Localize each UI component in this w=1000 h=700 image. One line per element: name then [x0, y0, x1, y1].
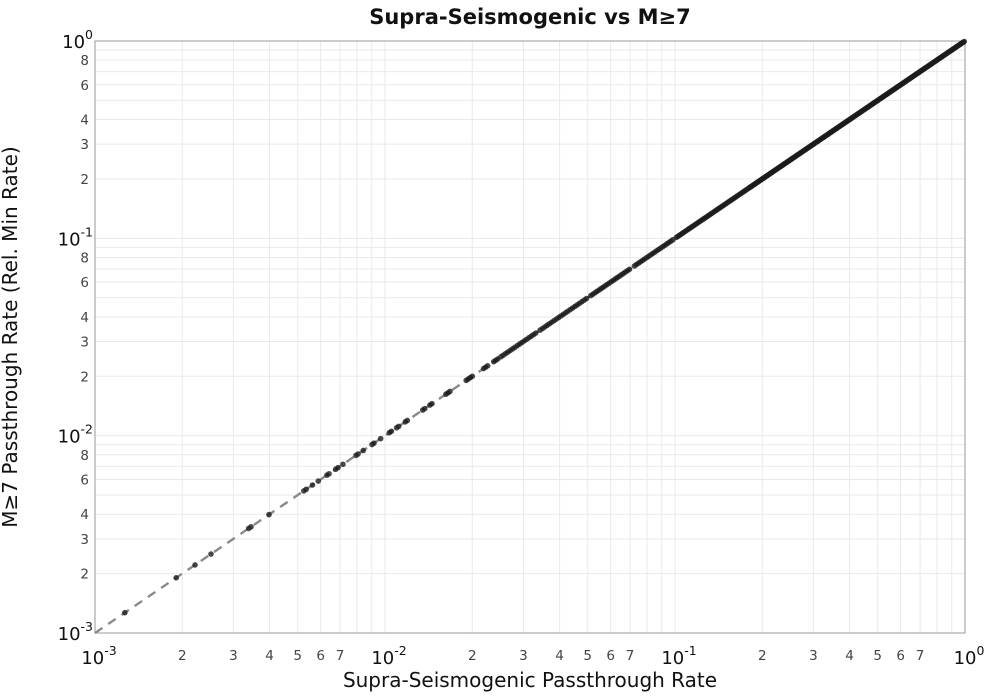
y-axis-title: M≥7 Passthrough Rate (Rel. Min Rate)	[0, 146, 22, 527]
x-minor-tick-label: 7	[626, 648, 635, 664]
data-point	[421, 405, 428, 412]
x-minor-tick-label: 4	[845, 648, 854, 664]
x-minor-tick-label: 2	[758, 648, 767, 664]
data-point	[484, 363, 491, 369]
data-point	[447, 388, 453, 395]
data-point	[583, 295, 590, 302]
chart-title: Supra-Seismogenic vs M≥7	[369, 5, 691, 29]
x-minor-tick-label: 5	[293, 648, 302, 664]
data-point	[173, 574, 179, 581]
x-minor-tick-label: 4	[555, 648, 564, 664]
x-minor-tick-label: 5	[583, 648, 592, 664]
data-point	[248, 524, 254, 530]
x-minor-tick-label: 4	[265, 648, 274, 664]
data-point	[469, 373, 476, 380]
data-point	[533, 330, 539, 336]
x-minor-tick-label: 6	[316, 648, 325, 664]
scatter-points	[122, 38, 968, 616]
data-point	[340, 461, 346, 468]
y-major-tick-label: 10-2	[58, 422, 93, 448]
y-minor-tick-label: 4	[80, 113, 89, 129]
data-point	[371, 440, 377, 446]
y-minor-tick-label: 6	[80, 275, 89, 291]
y-minor-tick-label: 8	[80, 448, 89, 464]
data-point	[429, 400, 435, 407]
y-minor-tick-label: 2	[80, 567, 89, 583]
data-point	[360, 447, 367, 454]
data-point	[315, 478, 322, 484]
data-point	[192, 562, 198, 568]
x-minor-tick-label: 5	[873, 648, 882, 664]
data-point	[326, 470, 332, 477]
x-major-tick-label: 10-3	[81, 643, 116, 669]
data-point	[266, 511, 272, 518]
data-point	[626, 266, 633, 273]
data-point	[355, 451, 361, 457]
x-minor-tick-label: 2	[178, 648, 187, 664]
x-minor-tick-label: 6	[896, 648, 905, 664]
x-minor-tick-label: 7	[916, 648, 925, 664]
plot-frame	[94, 40, 966, 634]
y-minor-tick-label: 4	[80, 507, 89, 523]
x-major-tick-label: 10-1	[661, 643, 696, 669]
y-minor-tick-label: 3	[80, 137, 89, 153]
y-minor-tick-label: 8	[80, 250, 89, 266]
data-point	[388, 428, 395, 435]
x-axis-title: Supra-Seismogenic Passthrough Rate	[343, 668, 717, 692]
y-minor-tick-label: 6	[80, 472, 89, 488]
data-point	[208, 551, 214, 557]
y-major-tick-label: 100	[62, 27, 93, 53]
y-minor-tick-label: 2	[80, 369, 89, 385]
data-point	[395, 423, 402, 430]
x-minor-tick-label: 6	[606, 648, 615, 664]
x-minor-tick-label: 7	[336, 648, 345, 664]
y-major-tick-label: 10-1	[58, 224, 93, 250]
y-minor-tick-label: 6	[80, 78, 89, 94]
data-point	[303, 486, 309, 493]
y-major-tick-label: 10-3	[58, 619, 93, 645]
y-minor-tick-label: 2	[80, 172, 89, 188]
data-point	[309, 482, 316, 488]
x-minor-tick-label: 3	[519, 648, 528, 664]
x-major-tick-label: 10-2	[371, 643, 406, 669]
y-minor-tick-label: 8	[80, 53, 89, 69]
x-minor-tick-label: 3	[809, 648, 818, 664]
gridlines	[95, 41, 965, 633]
y-minor-tick-label: 3	[80, 335, 89, 351]
y-minor-tick-label: 3	[80, 532, 89, 548]
data-point	[122, 609, 128, 616]
data-point	[335, 464, 341, 471]
y-minor-tick-label: 4	[80, 310, 89, 326]
data-point	[377, 435, 384, 442]
x-major-tick-label: 100	[954, 643, 985, 669]
data-point	[961, 38, 968, 45]
data-point	[404, 417, 411, 424]
x-minor-tick-label: 2	[468, 648, 477, 664]
x-minor-tick-label: 3	[229, 648, 238, 664]
